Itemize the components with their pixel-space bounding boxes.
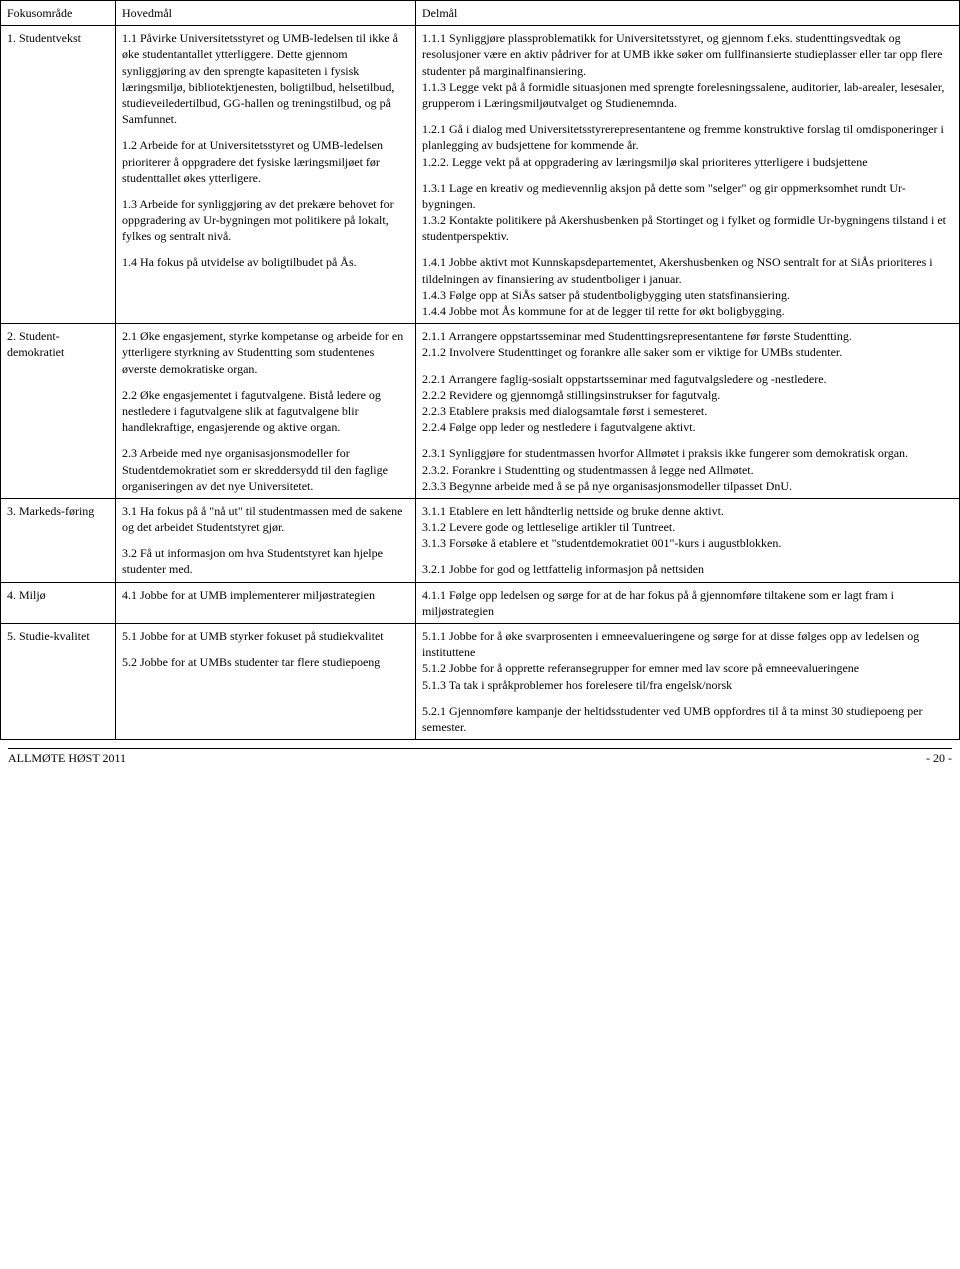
hovedmal-item: 1.1 Påvirke Universitetsstyret og UMB-le… [122, 30, 409, 127]
table-row: 5. Studie-kvalitet 5.1 Jobbe for at UMB s… [1, 624, 960, 740]
focus-area-cell: 1. Studentvekst [1, 26, 116, 324]
focus-area-cell: 3. Markeds-føring [1, 498, 116, 582]
hovedmal-item: 4.1 Jobbe for at UMB implementerer miljø… [122, 587, 409, 603]
delmal-cell: 5.1.1 Jobbe for å øke svarprosenten i em… [416, 624, 960, 740]
delmal-item: 1.2.1 Gå i dialog med Universitetsstyrer… [422, 121, 953, 170]
delmal-item: 2.3.1 Synliggjøre for studentmassen hvor… [422, 445, 953, 494]
delmal-cell: 3.1.1 Etablere en lett håndterlig nettsi… [416, 498, 960, 582]
hovedmal-item: 3.2 Få ut informasjon om hva Studentstyr… [122, 545, 409, 577]
delmal-item: 3.2.1 Jobbe for god og lettfattelig info… [422, 561, 953, 577]
hovedmal-item: 2.2 Øke engasjementet i fagutvalgene. Bi… [122, 387, 409, 436]
header-hovedmal: Hovedmål [116, 1, 416, 26]
focus-area-cell: 2. Student-demokratiet [1, 324, 116, 499]
delmal-cell: 4.1.1 Følge opp ledelsen og sørge for at… [416, 582, 960, 623]
delmal-cell: 1.1.1 Synliggjøre plassproblematikk for … [416, 26, 960, 324]
delmal-item: 1.4.1 Jobbe aktivt mot Kunnskapsdepartem… [422, 254, 953, 319]
delmal-item: 3.1.1 Etablere en lett håndterlig nettsi… [422, 503, 953, 552]
table-row: 1. Studentvekst1.1 Påvirke Universitetss… [1, 26, 960, 324]
delmal-item: 5.1.1 Jobbe for å øke svarprosenten i em… [422, 628, 953, 693]
header-delmal: Delmål [416, 1, 960, 26]
header-fokusomrade: Fokusområde [1, 1, 116, 26]
focus-area-cell: 5. Studie-kvalitet [1, 624, 116, 740]
hovedmal-cell: 5.1 Jobbe for at UMB styrker fokuset på … [116, 624, 416, 740]
delmal-item: 1.1.1 Synliggjøre plassproblematikk for … [422, 30, 953, 111]
hovedmal-item: 1.4 Ha fokus på utvidelse av boligtilbud… [122, 254, 409, 270]
hovedmal-item: 5.2 Jobbe for at UMBs studenter tar fler… [122, 654, 409, 670]
footer-rule [8, 748, 952, 749]
hovedmal-item: 1.3 Arbeide for synliggjøring av det pre… [122, 196, 409, 245]
hovedmal-item: 5.1 Jobbe for at UMB styrker fokuset på … [122, 628, 409, 644]
table-row: 2. Student-demokratiet2.1 Øke engasjemen… [1, 324, 960, 499]
hovedmal-item: 3.1 Ha fokus på å "nå ut" til studentmas… [122, 503, 409, 535]
delmal-item: 4.1.1 Følge opp ledelsen og sørge for at… [422, 587, 953, 619]
table-row: 3. Markeds-føring3.1 Ha fokus på å "nå u… [1, 498, 960, 582]
delmal-item: 1.3.1 Lage en kreativ og medievennlig ak… [422, 180, 953, 245]
hovedmal-item: 1.2 Arbeide for at Universitetsstyret og… [122, 137, 409, 186]
hovedmal-cell: 1.1 Påvirke Universitetsstyret og UMB-le… [116, 26, 416, 324]
hovedmal-cell: 3.1 Ha fokus på å "nå ut" til studentmas… [116, 498, 416, 582]
goals-table: Fokusområde Hovedmål Delmål 1. Studentve… [0, 0, 960, 740]
page-footer: ALLMØTE HØST 2011 - 20 - [0, 748, 960, 766]
hovedmal-item: 2.1 Øke engasjement, styrke kompetanse o… [122, 328, 409, 377]
hovedmal-cell: 4.1 Jobbe for at UMB implementerer miljø… [116, 582, 416, 623]
footer-left: ALLMØTE HØST 2011 [8, 751, 126, 766]
delmal-cell: 2.1.1 Arrangere oppstartsseminar med Stu… [416, 324, 960, 499]
focus-area-cell: 4. Miljø [1, 582, 116, 623]
footer-page-number: - 20 - [926, 751, 952, 766]
table-row: 4. Miljø 4.1 Jobbe for at UMB implementer… [1, 582, 960, 623]
hovedmal-cell: 2.1 Øke engasjement, styrke kompetanse o… [116, 324, 416, 499]
delmal-item: 2.1.1 Arrangere oppstartsseminar med Stu… [422, 328, 953, 360]
delmal-item: 2.2.1 Arrangere faglig-sosialt oppstarts… [422, 371, 953, 436]
table-header-row: Fokusområde Hovedmål Delmål [1, 1, 960, 26]
delmal-item: 5.2.1 Gjennomføre kampanje der heltidsst… [422, 703, 953, 735]
hovedmal-item: 2.3 Arbeide med nye organisasjonsmodelle… [122, 445, 409, 494]
